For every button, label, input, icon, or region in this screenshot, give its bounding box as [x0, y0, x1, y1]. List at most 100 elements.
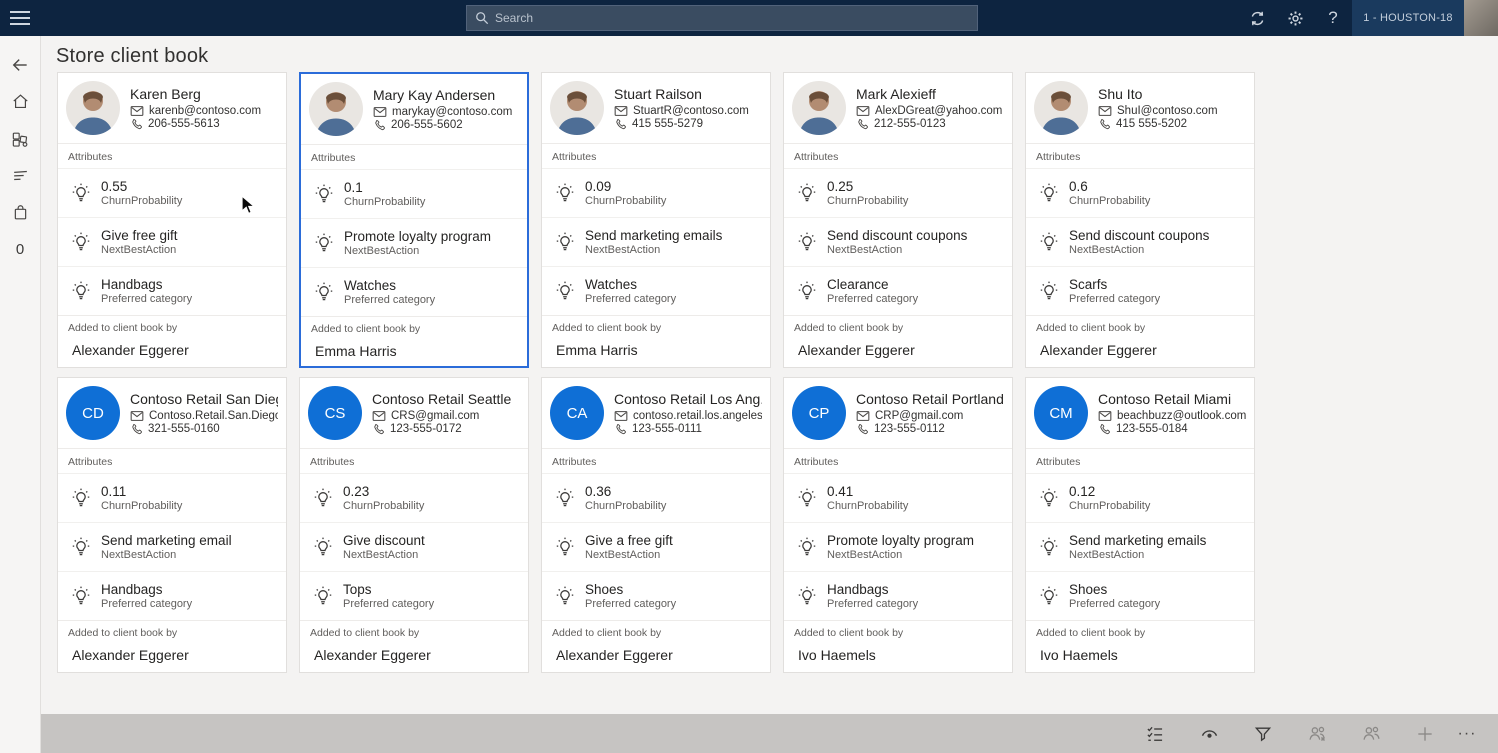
phone-icon [1100, 118, 1110, 129]
products-icon[interactable] [0, 120, 40, 157]
client-phone: 206-555-5613 [148, 118, 220, 130]
churn-probability-label: ChurnProbability [343, 500, 425, 512]
preferred-category-value: Scarfs [1069, 277, 1108, 292]
filter-icon[interactable] [1246, 717, 1280, 751]
client-card[interactable]: CM Contoso Retail Miami beachbuzz@outloo… [1025, 377, 1255, 673]
next-best-action-label: NextBestAction [1069, 244, 1145, 256]
attribute-action-row: Promote loyalty program NextBestAction [301, 218, 527, 267]
client-email-row: AlexDGreat@yahoo.com [856, 105, 1002, 117]
churn-probability-label: ChurnProbability [344, 196, 426, 208]
client-card[interactable]: Stuart Railson StuartR@contoso.com 415 5… [541, 72, 771, 368]
search-box[interactable] [466, 5, 978, 31]
attributes-label: Attributes [552, 151, 597, 163]
client-email: AlexDGreat@yahoo.com [875, 104, 1003, 117]
next-best-action-value: Promote loyalty program [344, 229, 492, 244]
client-card[interactable]: CS Contoso Retail Seattle CRS@gmail.com … [299, 377, 529, 673]
back-arrow-icon[interactable] [0, 46, 40, 83]
remove-person-icon[interactable] [1300, 717, 1334, 751]
client-card[interactable]: CD Contoso Retail San Diego Contoso.Reta… [57, 377, 287, 673]
client-phone-row: 206-555-5602 [373, 119, 512, 132]
avatar-initials-text: CD [82, 404, 104, 422]
client-phone-row: 321-555-0160 [130, 423, 278, 436]
envelope-icon [1098, 410, 1112, 421]
insight-bulb-icon [315, 282, 333, 301]
client-email-row: beachbuzz@outlook.com [1098, 410, 1246, 422]
preferred-category-label: Preferred category [344, 294, 436, 306]
client-photo [792, 81, 846, 135]
attribute-action-row: Send discount coupons NextBestAction [1026, 217, 1254, 266]
client-card[interactable]: Mark Alexieff AlexDGreat@yahoo.com 212-5… [783, 72, 1013, 368]
client-avatar-initials: CP [792, 386, 846, 440]
card-header: CD Contoso Retail San Diego Contoso.Reta… [58, 378, 286, 449]
settings-gear-icon[interactable] [1276, 0, 1314, 36]
preferred-category-value: Tops [343, 582, 372, 597]
client-card[interactable]: Mary Kay Andersen marykay@contoso.com 20… [299, 72, 529, 368]
insight-bulb-icon [1040, 183, 1058, 202]
added-by-name: Alexander Eggerer [1040, 342, 1157, 358]
phone-icon [132, 118, 142, 129]
client-card[interactable]: CP Contoso Retail Portland CRP@gmail.com… [783, 377, 1013, 673]
client-avatar-initials: CM [1034, 386, 1088, 440]
checklist-icon[interactable] [1138, 717, 1172, 751]
added-by-label: Added to client book by [542, 620, 770, 642]
more-ellipsis-icon[interactable]: ··· [1457, 724, 1477, 742]
client-name: Shu Ito [1098, 85, 1143, 102]
next-best-action-value: Give discount [343, 533, 425, 548]
store-selector[interactable]: 1 - HOUSTON-18 [1352, 0, 1464, 36]
client-avatar-initials: CA [550, 386, 604, 440]
list-lines-icon[interactable] [0, 157, 40, 194]
eye-icon[interactable] [1192, 717, 1226, 751]
client-photo [66, 81, 120, 135]
preferred-category-label: Preferred category [1069, 293, 1161, 305]
client-phone: 321-555-0160 [148, 423, 220, 435]
attribute-action-row: Give a free gift NextBestAction [542, 522, 770, 571]
client-photo [309, 82, 363, 136]
attributes-label: Attributes [794, 456, 839, 468]
insight-bulb-icon [314, 537, 332, 556]
add-icon[interactable] [1408, 717, 1442, 751]
client-email: ShuI@contoso.com [1117, 104, 1218, 117]
client-name: Contoso Retail San Diego [130, 390, 278, 407]
client-name: Mary Kay Andersen [373, 86, 496, 103]
added-by-label: Added to client book by [784, 315, 1012, 337]
preferred-category-label: Preferred category [585, 293, 677, 305]
client-photo [1034, 81, 1088, 135]
home-icon[interactable] [0, 83, 40, 120]
attributes-label: Attributes [311, 152, 356, 164]
preferred-category-label: Preferred category [101, 293, 193, 305]
attribute-action-row: Send marketing emails NextBestAction [542, 217, 770, 266]
shopping-bag-icon[interactable] [0, 194, 40, 231]
churn-probability-label: ChurnProbability [1069, 195, 1151, 207]
preferred-category-value: Shoes [1069, 582, 1108, 597]
attribute-category-row: Handbags Preferred category [784, 571, 1012, 620]
phone-icon [375, 119, 385, 130]
avatar-initials-text: CP [808, 404, 830, 422]
client-card[interactable]: Karen Berg karenb@contoso.com 206-555-56… [57, 72, 287, 368]
insight-bulb-icon [314, 488, 332, 507]
client-phone: 123-555-0111 [632, 423, 702, 435]
client-avatar-initials: CS [308, 386, 362, 440]
churn-probability-value: 0.1 [344, 180, 363, 195]
attribute-action-row: Promote loyalty program NextBestAction [784, 522, 1012, 571]
left-sidebar: 0 [0, 36, 41, 753]
phone-icon [858, 118, 868, 129]
people-icon[interactable] [1354, 717, 1388, 751]
insight-bulb-icon [556, 488, 574, 507]
attribute-churn-row: 0.36 ChurnProbability [542, 473, 770, 522]
churn-probability-value: 0.25 [827, 179, 854, 194]
insight-bulb-icon [556, 183, 574, 202]
client-card[interactable]: Shu Ito ShuI@contoso.com 415 555-5202 At… [1025, 72, 1255, 368]
hamburger-menu-icon[interactable] [10, 8, 34, 28]
churn-probability-value: 0.6 [1069, 179, 1088, 194]
help-icon[interactable]: ? [1328, 8, 1338, 27]
client-email: karenb@contoso.com [149, 104, 262, 117]
preferred-category-value: Handbags [101, 277, 163, 292]
client-card[interactable]: CA Contoso Retail Los Ang... contoso.ret… [541, 377, 771, 673]
user-avatar[interactable] [1464, 0, 1498, 36]
insight-bulb-icon [798, 183, 816, 202]
insight-bulb-icon [798, 232, 816, 251]
refresh-icon[interactable] [1238, 0, 1276, 36]
search-input[interactable] [495, 11, 977, 25]
added-by-label: Added to client book by [1026, 620, 1254, 642]
insight-bulb-icon [72, 488, 90, 507]
